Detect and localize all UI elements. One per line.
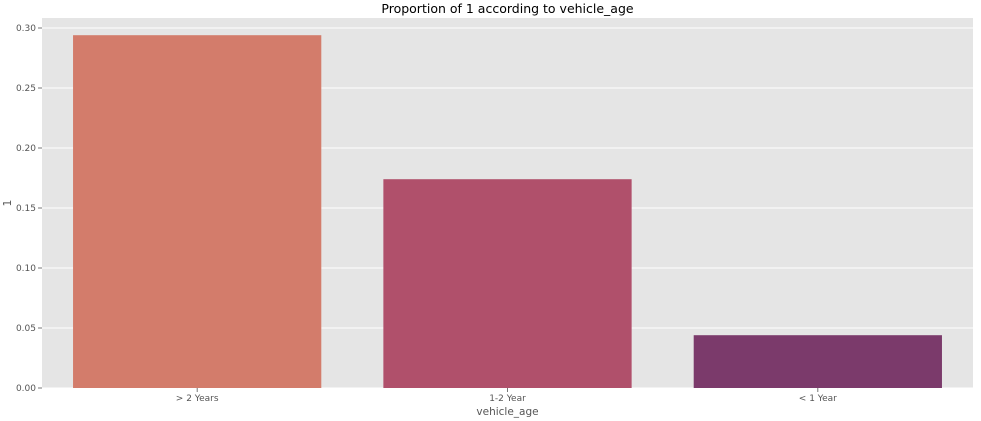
y-tick-label: 0.20 [16, 144, 36, 154]
bar [73, 35, 322, 388]
y-tick-label: 0.00 [16, 384, 36, 394]
y-tick-labels: 0.00 0.05 0.10 0.15 0.20 0.25 0.30 [16, 24, 42, 394]
bar [383, 179, 632, 388]
bars [73, 35, 942, 388]
x-tick-labels: > 2 Years 1-2 Year < 1 Year [176, 388, 837, 404]
y-tick-label: 0.30 [16, 24, 36, 34]
bar [693, 335, 942, 388]
y-tick-label: 0.15 [16, 204, 36, 214]
x-tick-label: 1-2 Year [489, 394, 526, 404]
x-tick-label: > 2 Years [176, 394, 219, 404]
chart-title: Proportion of 1 according to vehicle_age [381, 1, 634, 16]
x-tick-label: < 1 Year [799, 394, 837, 404]
y-tick-label: 0.05 [16, 324, 36, 334]
y-axis-label: 1 [2, 200, 14, 207]
y-tick-label: 0.25 [16, 84, 36, 94]
x-axis-label: vehicle_age [476, 406, 538, 418]
y-tick-label: 0.10 [16, 264, 36, 274]
